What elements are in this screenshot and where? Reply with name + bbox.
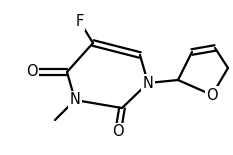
Text: O: O [206,88,218,102]
Text: F: F [76,15,84,29]
Text: O: O [26,64,38,80]
Text: O: O [112,124,124,140]
Text: N: N [143,75,154,91]
Text: N: N [70,93,80,108]
